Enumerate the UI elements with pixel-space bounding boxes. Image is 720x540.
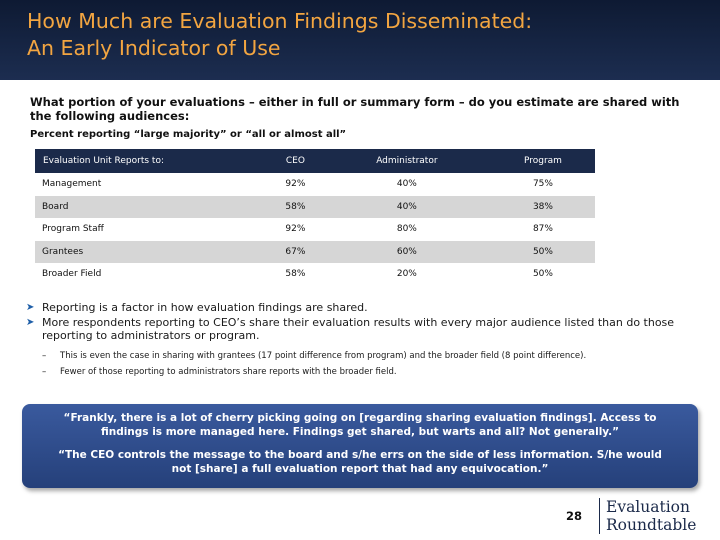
- evaluation-roundtable-logo: Evaluation Roundtable: [606, 498, 696, 534]
- bullet-item: ➤ More respondents reporting to CEO’s sh…: [26, 316, 686, 342]
- sub-bullet-text: This is even the case in sharing with gr…: [60, 351, 587, 361]
- logo-divider: [599, 498, 600, 534]
- row-label: Management: [42, 179, 102, 190]
- logo-line-2: Roundtable: [606, 516, 697, 534]
- sub-bullet-text: Fewer of those reporting to administrato…: [60, 367, 397, 377]
- dash-bullet-icon: –: [42, 351, 47, 361]
- bullet-list: ➤ Reporting is a factor in how evaluatio…: [26, 301, 686, 344]
- header-reports-to: Evaluation Unit Reports to:: [35, 149, 268, 173]
- header-ceo: CEO: [268, 149, 323, 173]
- sub-bullet-item: – Fewer of those reporting to administra…: [42, 367, 682, 378]
- cell-ceo: 92%: [285, 179, 306, 190]
- cell-program: 50%: [490, 240, 595, 263]
- table-row: Board 58% 40% 38%: [35, 195, 595, 218]
- arrow-bullet-icon: ➤: [26, 302, 35, 313]
- sub-bullet-list: – This is even the case in sharing with …: [42, 351, 682, 383]
- cell-administrator: 20%: [396, 269, 417, 280]
- table-row: Management 92% 40% 75%: [35, 173, 595, 196]
- cell-ceo: 58%: [285, 269, 306, 280]
- row-label: Program Staff: [42, 224, 104, 235]
- sub-bullet-item: – This is even the case in sharing with …: [42, 351, 682, 362]
- title-line-1: How Much are Evaluation Findings Dissemi…: [27, 9, 533, 33]
- cell-ceo: 92%: [285, 224, 306, 235]
- quote-box: “Frankly, there is a lot of cherry picki…: [22, 404, 698, 488]
- cell-administrator: 40%: [322, 195, 491, 218]
- bullet-item: ➤ Reporting is a factor in how evaluatio…: [26, 301, 686, 314]
- cell-ceo: 58%: [268, 195, 323, 218]
- table-row: Program Staff 92% 80% 87%: [35, 218, 595, 241]
- row-label: Board: [35, 195, 268, 218]
- row-label: Grantees: [35, 240, 268, 263]
- header-administrator: Administrator: [322, 149, 491, 173]
- cell-program: 75%: [532, 179, 553, 190]
- table-note: Percent reporting “large majority” or “a…: [30, 129, 347, 140]
- survey-question: What portion of your evaluations – eithe…: [30, 95, 680, 123]
- table-header-row: Evaluation Unit Reports to: CEO Administ…: [35, 149, 595, 173]
- title-line-2: An Early Indicator of Use: [27, 36, 281, 60]
- table-row: Broader Field 58% 20% 50%: [35, 263, 595, 286]
- cell-administrator: 40%: [396, 179, 417, 190]
- page-number: 28: [566, 509, 583, 523]
- header-program: Program: [490, 149, 595, 173]
- cell-program: 38%: [490, 195, 595, 218]
- slide-header: How Much are Evaluation Findings Dissemi…: [0, 0, 720, 80]
- cell-ceo: 67%: [268, 240, 323, 263]
- dash-bullet-icon: –: [42, 367, 47, 377]
- arrow-bullet-icon: ➤: [26, 317, 35, 328]
- row-label: Broader Field: [42, 269, 102, 280]
- bullet-text: More respondents reporting to CEO’s shar…: [42, 316, 675, 342]
- cell-administrator: 60%: [322, 240, 491, 263]
- quote-text: “The CEO controls the message to the boa…: [58, 449, 662, 475]
- table-row: Grantees 67% 60% 50%: [35, 240, 595, 263]
- cell-program: 50%: [532, 269, 553, 280]
- bullet-text: Reporting is a factor in how evaluation …: [42, 301, 368, 314]
- logo-line-1: Evaluation: [606, 498, 690, 516]
- cell-administrator: 80%: [396, 224, 417, 235]
- quote-text: “Frankly, there is a lot of cherry picki…: [63, 412, 657, 438]
- reporting-table: Evaluation Unit Reports to: CEO Administ…: [35, 149, 595, 286]
- cell-program: 87%: [532, 224, 553, 235]
